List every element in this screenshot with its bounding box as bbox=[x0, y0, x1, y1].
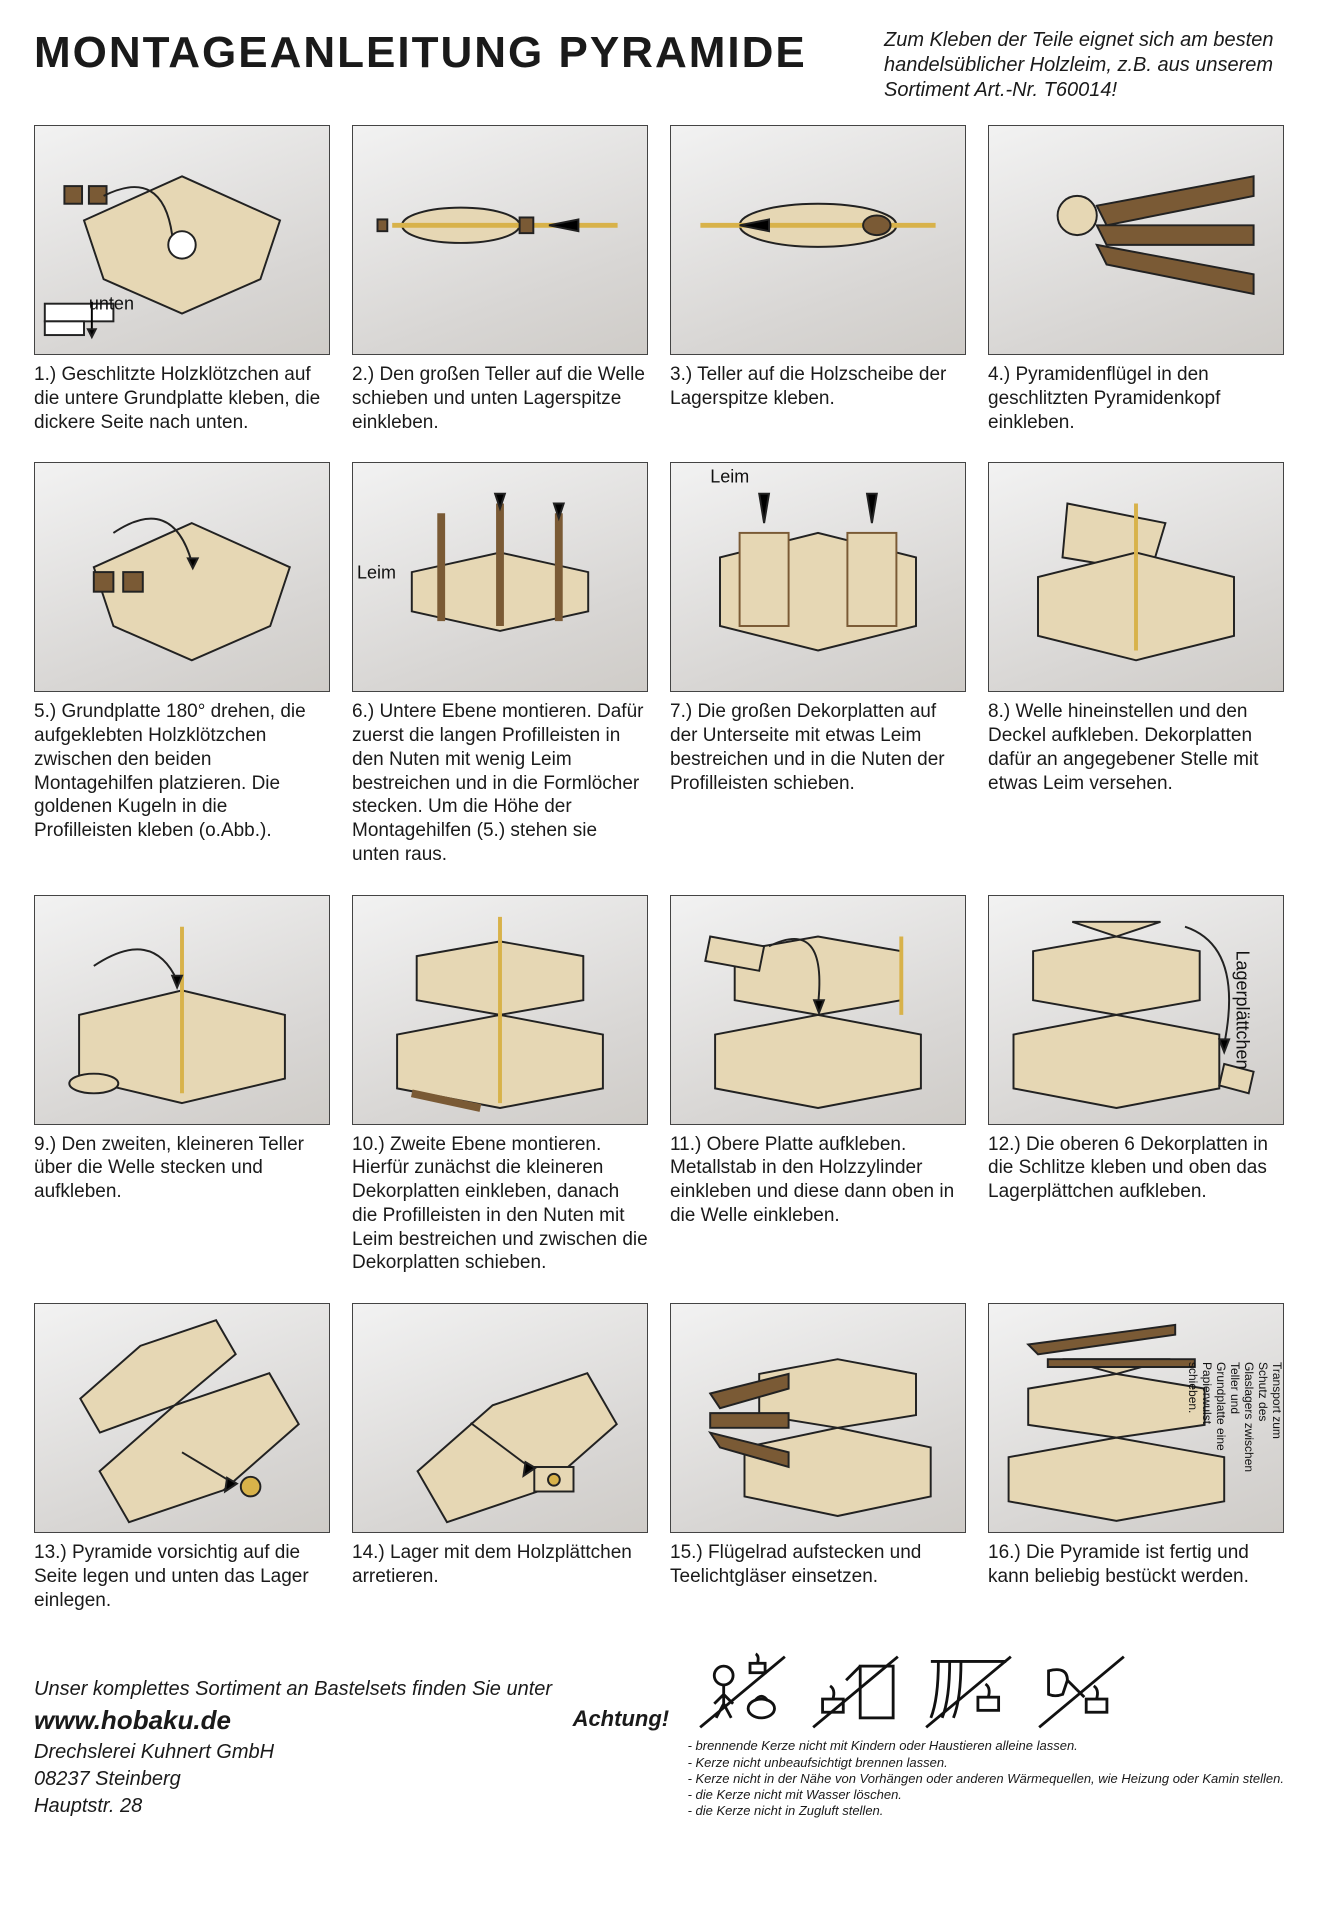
page-title: MONTAGEANLEITUNG PYRAMIDE bbox=[34, 28, 807, 78]
step-image-9 bbox=[34, 895, 330, 1125]
step-image-label: unten bbox=[86, 292, 137, 315]
step-caption-9: 9.) Den zweiten, kleineren Teller über d… bbox=[34, 1133, 330, 1204]
step-image-2 bbox=[352, 125, 648, 355]
step-13: 13.) Pyramide vorsichtig auf die Seite l… bbox=[34, 1303, 330, 1612]
footer-street: Hauptstr. 28 bbox=[34, 1793, 552, 1820]
step-5: 5.) Grundplatte 180° drehen, die aufgekl… bbox=[34, 462, 330, 866]
step-caption-13: 13.) Pyramide vorsichtig auf die Seite l… bbox=[34, 1541, 330, 1612]
warning-list: brennende Kerze nicht mit Kindern oder H… bbox=[688, 1738, 1284, 1819]
step-7: Leim 7.) Die großen Dekorplatten auf der … bbox=[670, 462, 966, 866]
step-image-8 bbox=[988, 462, 1284, 692]
step-image-16: für Lagerung und Transport zum Schutz de… bbox=[988, 1303, 1284, 1533]
step-image-label: Lagerplättchen bbox=[1228, 949, 1255, 1070]
step-10: 10.) Zweite Ebene montieren. Hierfür zun… bbox=[352, 895, 648, 1276]
footer-left: Unser komplettes Sortiment an Bastelsets… bbox=[34, 1676, 552, 1819]
step-caption-8: 8.) Welle hineinstellen und den Deckel a… bbox=[988, 700, 1284, 795]
step-image-3 bbox=[670, 125, 966, 355]
footer-company: Drechslerei Kuhnert GmbH bbox=[34, 1739, 552, 1766]
step-3: 3.) Teller auf die Holzscheibe der Lager… bbox=[670, 125, 966, 434]
step-15: 15.) Flügelrad aufstecken und Teelichtgl… bbox=[670, 1303, 966, 1612]
step-caption-3: 3.) Teller auf die Holzscheibe der Lager… bbox=[670, 363, 966, 411]
step-caption-15: 15.) Flügelrad aufstecken und Teelichtgl… bbox=[670, 1541, 966, 1589]
footer-right: Achtung! bbox=[573, 1652, 1284, 1819]
step-image-5 bbox=[34, 462, 330, 692]
warning-item: Kerze nicht in der Nähe von Vorhängen od… bbox=[688, 1771, 1284, 1787]
step-image-7: Leim bbox=[670, 462, 966, 692]
step-caption-10: 10.) Zweite Ebene montieren. Hierfür zun… bbox=[352, 1133, 648, 1276]
step-2: 2.) Den großen Teller auf die Welle schi… bbox=[352, 125, 648, 434]
step-6: Leim 6.) Untere Ebene montieren. Dafür zu… bbox=[352, 462, 648, 866]
step-image-label: Leim bbox=[354, 561, 399, 584]
step-8: 8.) Welle hineinstellen und den Deckel a… bbox=[988, 462, 1284, 866]
step-image-label: für Lagerung und Transport zum Schutz de… bbox=[1183, 1361, 1284, 1475]
step-caption-14: 14.) Lager mit dem Holzplättchen arretie… bbox=[352, 1541, 648, 1589]
warning-item: Kerze nicht unbeaufsichtigt brennen lass… bbox=[688, 1755, 1284, 1771]
step-16: für Lagerung und Transport zum Schutz de… bbox=[988, 1303, 1284, 1612]
step-image-4 bbox=[988, 125, 1284, 355]
step-image-13 bbox=[34, 1303, 330, 1533]
step-image-label: Leim bbox=[707, 465, 752, 488]
step-caption-5: 5.) Grundplatte 180° drehen, die aufgekl… bbox=[34, 700, 330, 843]
warn-icon-curtain bbox=[921, 1652, 1016, 1732]
step-caption-1: 1.) Geschlitzte Holzklötzchen auf die un… bbox=[34, 363, 330, 434]
step-1: unten 1.) Geschlitzte Holzklötzchen auf d… bbox=[34, 125, 330, 434]
footer-intro: Unser komplettes Sortiment an Bastelsets… bbox=[34, 1676, 552, 1703]
step-image-12: Lagerplättchen bbox=[988, 895, 1284, 1125]
step-4: 4.) Pyramidenflügel in den geschlitzten … bbox=[988, 125, 1284, 434]
step-12: Lagerplättchen 12.) Die oberen 6 Dekorpla… bbox=[988, 895, 1284, 1276]
step-caption-6: 6.) Untere Ebene montieren. Dafür zuerst… bbox=[352, 700, 648, 866]
step-caption-12: 12.) Die oberen 6 Dekorplatten in die Sc… bbox=[988, 1133, 1284, 1204]
header-note: Zum Kleben der Teile eignet sich am best… bbox=[884, 28, 1284, 103]
step-image-6: Leim bbox=[352, 462, 648, 692]
steps-grid: unten 1.) Geschlitzte Holzklötzchen auf d… bbox=[34, 125, 1284, 1612]
warning-icons-row: Achtung! bbox=[573, 1652, 1130, 1732]
step-caption-2: 2.) Den großen Teller auf die Welle schi… bbox=[352, 363, 648, 434]
step-image-1: unten bbox=[34, 125, 330, 355]
step-caption-7: 7.) Die großen Dekorplatten auf der Unte… bbox=[670, 700, 966, 795]
achtung-label: Achtung! bbox=[573, 1706, 670, 1732]
step-9: 9.) Den zweiten, kleineren Teller über d… bbox=[34, 895, 330, 1276]
warning-item: die Kerze nicht mit Wasser löschen. bbox=[688, 1787, 1284, 1803]
footer: Unser komplettes Sortiment an Bastelsets… bbox=[34, 1652, 1284, 1819]
header: MONTAGEANLEITUNG PYRAMIDE Zum Kleben der… bbox=[34, 28, 1284, 103]
step-image-14 bbox=[352, 1303, 648, 1533]
step-14: 14.) Lager mit dem Holzplättchen arretie… bbox=[352, 1303, 648, 1612]
step-11: 11.) Obere Platte aufkleben. Metallstab … bbox=[670, 895, 966, 1276]
warn-icon-unattended bbox=[808, 1652, 903, 1732]
warn-icon-water bbox=[1034, 1652, 1129, 1732]
step-caption-11: 11.) Obere Platte aufkleben. Metallstab … bbox=[670, 1133, 966, 1228]
step-image-11 bbox=[670, 895, 966, 1125]
warning-item: brennende Kerze nicht mit Kindern oder H… bbox=[688, 1738, 1284, 1754]
step-caption-4: 4.) Pyramidenflügel in den geschlitzten … bbox=[988, 363, 1284, 434]
warning-item: die Kerze nicht in Zugluft stellen. bbox=[688, 1803, 1284, 1819]
step-caption-16: 16.) Die Pyramide ist fertig und kann be… bbox=[988, 1541, 1284, 1589]
footer-url: www.hobaku.de bbox=[34, 1703, 552, 1738]
step-image-10 bbox=[352, 895, 648, 1125]
step-image-15 bbox=[670, 1303, 966, 1533]
warn-icon-children bbox=[695, 1652, 790, 1732]
footer-zip-city: 08237 Steinberg bbox=[34, 1766, 552, 1793]
